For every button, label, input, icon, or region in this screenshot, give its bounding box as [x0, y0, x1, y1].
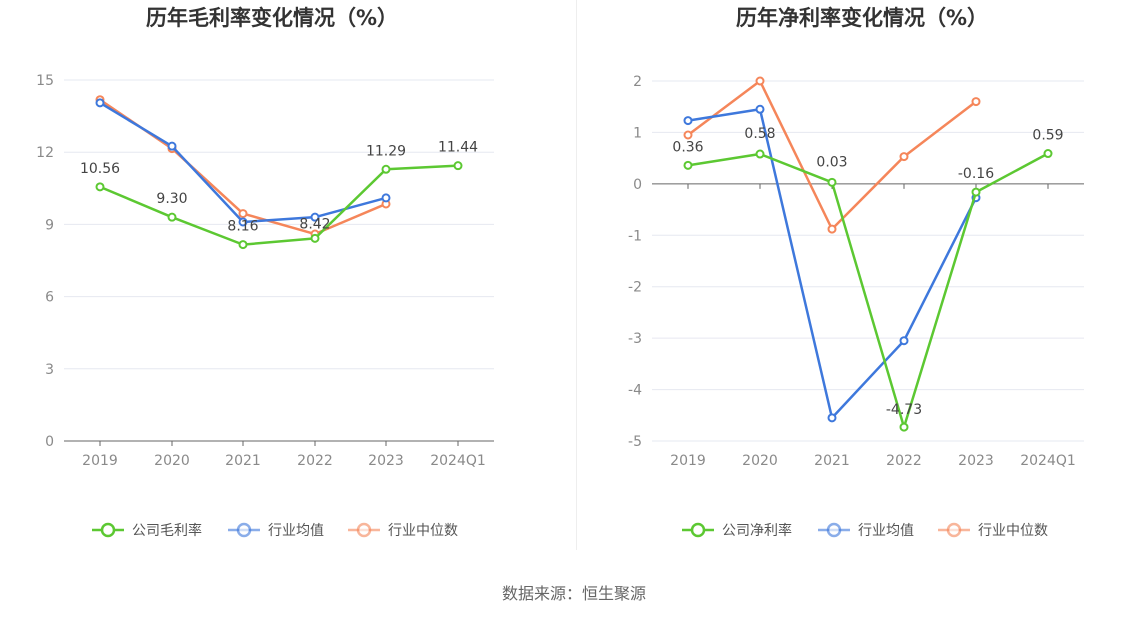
data-point-company	[167, 212, 177, 222]
legend-marker	[826, 522, 842, 538]
y-tick-label: -5	[628, 434, 642, 450]
data-point-average	[167, 141, 177, 151]
data-point-median	[238, 209, 248, 219]
data-label: -0.16	[958, 166, 994, 182]
y-tick-label: 6	[45, 290, 54, 306]
data-source: 数据来源：恒生聚源	[501, 584, 646, 603]
x-tick-label: 2021	[225, 453, 261, 469]
legend-marker	[946, 522, 962, 538]
data-label: 9.30	[156, 191, 187, 207]
data-point-average	[381, 193, 391, 203]
y-tick-label: -1	[628, 228, 642, 244]
y-tick-label: 1	[633, 125, 642, 141]
x-tick-label: 2024Q1	[430, 453, 486, 469]
data-point-company	[971, 187, 981, 197]
data-label: 0.58	[744, 126, 775, 142]
legend-marker	[100, 522, 116, 538]
legend-item-average: 行业均值	[228, 522, 324, 539]
legend-item-median: 行业中位数	[938, 522, 1048, 539]
data-point-company	[827, 177, 837, 187]
data-label: 0.59	[1032, 128, 1063, 144]
legend-item-company: 公司净利率	[682, 522, 792, 539]
chart-1: 历年毛利率变化情况（%） 0 3 6 9 12 15 2019 2020 2021 2022 2023…	[36, 6, 494, 539]
chart-divider	[576, 0, 577, 550]
data-point-median	[683, 130, 693, 140]
data-label: 11.44	[438, 140, 478, 156]
y-tick-label: -3	[628, 331, 642, 347]
legend-label: 行业均值	[268, 523, 324, 539]
x-tick-label: 2020	[742, 453, 778, 469]
data-point-company	[755, 149, 765, 159]
legend-label: 公司毛利率	[132, 522, 202, 539]
data-label: 0.03	[816, 154, 847, 170]
legend-label: 行业均值	[858, 523, 914, 539]
legend-item-median: 行业中位数	[348, 522, 458, 539]
x-tick-label: 2019	[82, 453, 118, 469]
x-tick-label: 2024Q1	[1020, 453, 1076, 469]
data-label: 8.42	[299, 216, 330, 232]
x-tick-label: 2022	[297, 453, 333, 469]
legend-marker	[690, 522, 706, 538]
legend-item-average: 行业均值	[818, 522, 914, 539]
data-point-average	[683, 116, 693, 126]
data-point-average	[95, 98, 105, 108]
x-tick-label: 2023	[368, 453, 404, 469]
data-point-company	[1043, 149, 1053, 159]
y-tick-label: 15	[36, 73, 54, 89]
data-point-company	[899, 422, 909, 432]
data-point-company	[381, 164, 391, 174]
y-tick-label: -4	[628, 383, 642, 399]
data-point-median	[827, 224, 837, 234]
chart-title: 历年毛利率变化情况（%）	[146, 6, 398, 30]
data-point-average	[755, 104, 765, 114]
y-tick-label: -2	[628, 280, 642, 296]
data-label: 0.36	[672, 139, 703, 155]
data-point-company	[95, 182, 105, 192]
data-point-average	[238, 217, 248, 227]
x-tick-label: 2021	[814, 453, 850, 469]
chart-title: 历年净利率变化情况（%）	[736, 6, 988, 30]
x-tick-label: 2020	[154, 453, 190, 469]
y-tick-label: 0	[45, 434, 54, 450]
data-point-median	[755, 76, 765, 86]
data-point-average	[899, 336, 909, 346]
data-point-company	[238, 240, 248, 250]
legend-marker	[356, 522, 372, 538]
data-point-median	[971, 97, 981, 107]
legend-label: 公司净利率	[722, 522, 792, 539]
x-tick-label: 2019	[670, 453, 706, 469]
data-label: 8.16	[227, 219, 258, 235]
data-point-average	[310, 212, 320, 222]
y-tick-label: 2	[633, 74, 642, 90]
data-point-company	[310, 233, 320, 243]
series-line-company	[687, 152, 1049, 429]
y-tick-label: 12	[36, 145, 54, 161]
legend-marker	[236, 522, 252, 538]
chart-2: 历年净利率变化情况（%） -5 -4 -3 -2 -1 0 1 2 2019 2020 2021 202…	[628, 6, 1084, 539]
data-point-company	[453, 161, 463, 171]
legend-label: 行业中位数	[388, 523, 458, 539]
data-point-company	[683, 160, 693, 170]
data-point-average	[827, 413, 837, 423]
y-tick-label: 3	[45, 362, 54, 378]
legend-label: 行业中位数	[978, 523, 1048, 539]
series-line-company	[99, 164, 459, 246]
data-label: 11.29	[366, 143, 406, 159]
x-tick-label: 2023	[958, 453, 994, 469]
x-tick-label: 2022	[886, 453, 922, 469]
data-point-median	[899, 152, 909, 162]
data-label: 10.56	[80, 161, 120, 177]
y-tick-label: 0	[633, 177, 642, 193]
data-label: -4.73	[886, 402, 922, 418]
y-tick-label: 9	[45, 217, 54, 233]
legend-item-company: 公司毛利率	[92, 522, 202, 539]
